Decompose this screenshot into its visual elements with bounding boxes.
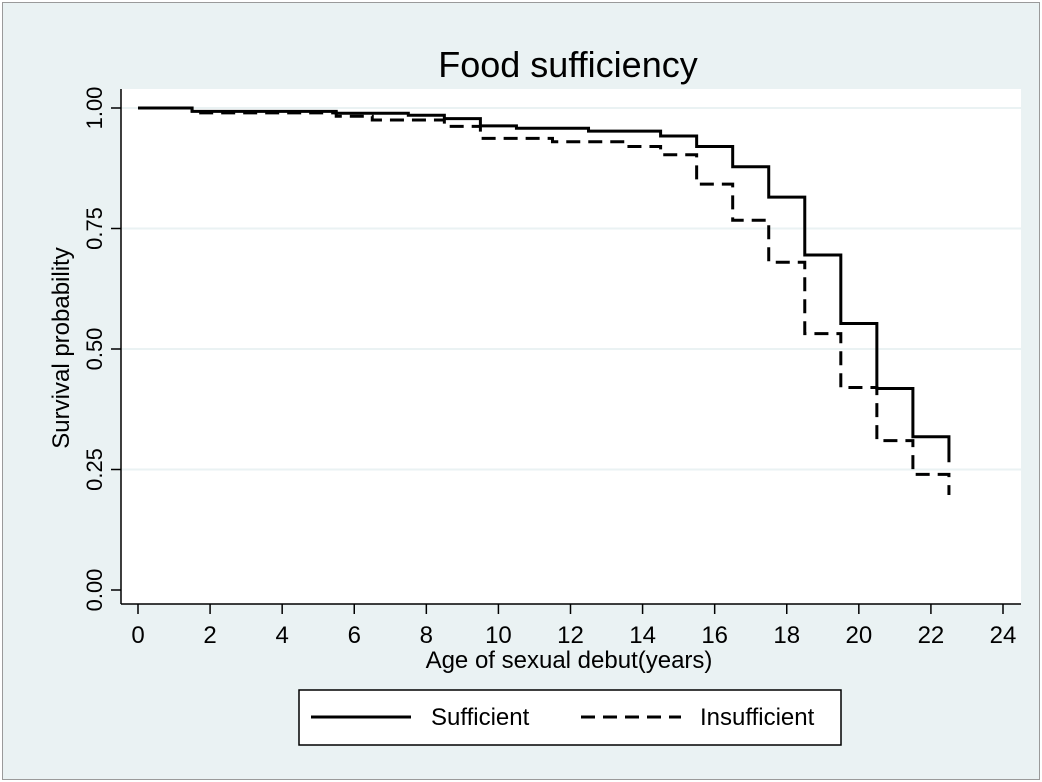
- series-line-insufficient: [138, 106, 951, 496]
- x-tick-label-3: 6: [348, 622, 361, 649]
- y-tick-label-1: 0.25: [82, 448, 107, 491]
- x-tick-label-0: 0: [131, 622, 144, 649]
- x-tick-label-11: 22: [918, 622, 945, 649]
- y-tick-label-2: 0.50: [82, 328, 107, 371]
- x-tick-label-5: 10: [485, 622, 512, 649]
- y-tick-label-3: 0.75: [82, 207, 107, 250]
- gridlines: [121, 107, 1021, 471]
- chart-title: Food sufficiency: [438, 44, 697, 85]
- plot-area: [121, 89, 1021, 604]
- series-lines: [138, 106, 951, 496]
- x-tick-label-8: 16: [701, 622, 728, 649]
- legend-label-insufficient: Insufficient: [700, 704, 815, 731]
- y-tick-label-0: 0.00: [82, 569, 107, 612]
- x-tick-label-2: 4: [275, 622, 288, 649]
- y-axis-label: Survival probability: [48, 247, 75, 448]
- x-axis-label: Age of sexual debut(years): [426, 647, 713, 674]
- legend-label-sufficient: Sufficient: [431, 704, 530, 731]
- km-survival-chart: Food sufficiency 0.000.250.500.751.000 2 4…: [3, 3, 1039, 779]
- x-tick-label-12: 24: [990, 622, 1017, 649]
- x-tick-label-1: 2: [203, 622, 216, 649]
- x-tick-label-10: 20: [845, 622, 872, 649]
- x-tick-label-4: 8: [420, 622, 433, 649]
- x-tick-label-6: 12: [557, 622, 584, 649]
- x-tick-label-7: 14: [629, 622, 656, 649]
- x-tick-label-9: 18: [773, 622, 800, 649]
- series-line-sufficient: [138, 106, 951, 463]
- legend: Sufficient Insufficient: [298, 689, 842, 746]
- axis-ticks: 0.000.250.500.751.000 2 4 6 8 10 12 14 16 18 20 22 2…: [82, 87, 1016, 649]
- y-tick-label-4: 1.00: [82, 87, 107, 130]
